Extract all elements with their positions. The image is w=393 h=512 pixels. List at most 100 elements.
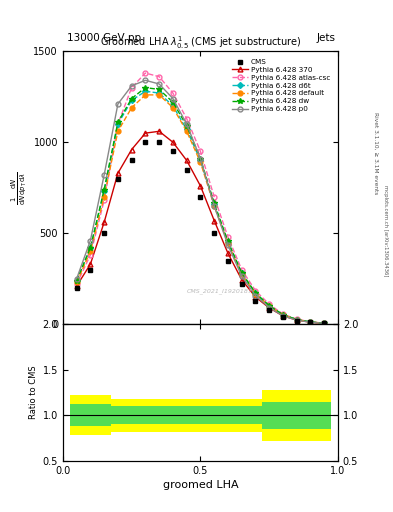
Pythia 6.428 d6t (226, 239, 230, 245)
CMS (226, 258, 230, 264)
Pythia 6.428 dw (143, 84, 148, 91)
Pythia 6.428 p0 (294, 317, 299, 323)
Line: CMS: CMS (74, 140, 327, 326)
Pythia 6.428 atlas-csc (171, 90, 175, 96)
Y-axis label: Ratio to CMS: Ratio to CMS (29, 366, 39, 419)
CMS (322, 321, 327, 327)
Pythia 6.428 dw (129, 95, 134, 101)
Pythia 6.428 p0 (253, 292, 258, 298)
Pythia 6.428 p0 (267, 305, 272, 311)
Pythia 6.428 atlas-csc (226, 234, 230, 240)
Pythia 6.428 p0 (184, 121, 189, 127)
Pythia 6.428 d6t (294, 316, 299, 323)
Pythia 6.428 default (253, 291, 258, 297)
Pythia 6.428 d6t (253, 290, 258, 296)
Pythia 6.428 370 (116, 170, 120, 176)
Pythia 6.428 atlas-csc (198, 148, 203, 155)
Pythia 6.428 dw (74, 278, 79, 284)
CMS (116, 176, 120, 182)
Pythia 6.428 d6t (102, 188, 107, 195)
Pythia 6.428 atlas-csc (116, 121, 120, 127)
Pythia 6.428 p0 (198, 156, 203, 162)
Pythia 6.428 370 (294, 317, 299, 323)
Pythia 6.428 d6t (212, 201, 217, 207)
Pythia 6.428 default (102, 194, 107, 200)
Pythia 6.428 dw (281, 311, 285, 317)
Pythia 6.428 370 (171, 139, 175, 145)
CMS (198, 194, 203, 200)
Pythia 6.428 dw (322, 320, 327, 326)
Line: Pythia 6.428 default: Pythia 6.428 default (74, 93, 327, 326)
Pythia 6.428 default (226, 240, 230, 246)
Pythia 6.428 atlas-csc (212, 194, 217, 200)
Text: CMS_2021_I1920187: CMS_2021_I1920187 (187, 289, 253, 294)
Pythia 6.428 atlas-csc (322, 320, 327, 326)
Pythia 6.428 p0 (281, 313, 285, 319)
Line: Pythia 6.428 p0: Pythia 6.428 p0 (74, 78, 327, 326)
Pythia 6.428 370 (143, 130, 148, 136)
Pythia 6.428 d6t (198, 157, 203, 163)
Pythia 6.428 370 (74, 283, 79, 289)
Pythia 6.428 dw (102, 186, 107, 193)
Pythia 6.428 p0 (74, 275, 79, 282)
Pythia 6.428 d6t (129, 97, 134, 103)
CMS (253, 297, 258, 304)
CMS (143, 139, 148, 145)
Pythia 6.428 dw (239, 270, 244, 276)
Legend: CMS, Pythia 6.428 370, Pythia 6.428 atlas-csc, Pythia 6.428 d6t, Pythia 6.428 de: CMS, Pythia 6.428 370, Pythia 6.428 atla… (231, 57, 332, 114)
Pythia 6.428 p0 (116, 101, 120, 107)
Pythia 6.428 370 (239, 276, 244, 283)
CMS (129, 157, 134, 163)
Pythia 6.428 atlas-csc (294, 316, 299, 322)
Y-axis label: $\frac{1}{\mathrm{d}N}\frac{\mathrm{d}N}{\mathrm{d}p_{\mathrm{T}}\,\mathrm{d}\la: $\frac{1}{\mathrm{d}N}\frac{\mathrm{d}N}… (10, 171, 29, 205)
Pythia 6.428 370 (184, 157, 189, 163)
X-axis label: groomed LHA: groomed LHA (163, 480, 238, 490)
CMS (171, 148, 175, 155)
Pythia 6.428 p0 (88, 238, 93, 244)
Title: Groomed LHA $\lambda^{1}_{0.5}$ (CMS jet substructure): Groomed LHA $\lambda^{1}_{0.5}$ (CMS jet… (100, 34, 301, 51)
Pythia 6.428 default (198, 159, 203, 165)
Line: Pythia 6.428 atlas-csc: Pythia 6.428 atlas-csc (74, 71, 327, 326)
Pythia 6.428 p0 (226, 242, 230, 248)
Pythia 6.428 atlas-csc (88, 252, 93, 258)
Pythia 6.428 atlas-csc (157, 74, 162, 80)
Pythia 6.428 dw (184, 123, 189, 129)
CMS (267, 307, 272, 313)
Pythia 6.428 default (294, 316, 299, 323)
Pythia 6.428 default (143, 92, 148, 98)
Pythia 6.428 p0 (171, 95, 175, 101)
Pythia 6.428 default (308, 319, 313, 325)
Pythia 6.428 d6t (143, 88, 148, 94)
Pythia 6.428 default (239, 271, 244, 278)
Pythia 6.428 p0 (157, 81, 162, 87)
Pythia 6.428 atlas-csc (267, 301, 272, 307)
Text: Jets: Jets (317, 33, 336, 44)
Pythia 6.428 dw (267, 303, 272, 309)
Pythia 6.428 d6t (308, 319, 313, 325)
Pythia 6.428 d6t (281, 312, 285, 318)
Pythia 6.428 default (171, 104, 175, 111)
Pythia 6.428 d6t (157, 90, 162, 96)
Pythia 6.428 atlas-csc (184, 116, 189, 122)
Pythia 6.428 dw (116, 119, 120, 125)
Pythia 6.428 370 (281, 313, 285, 319)
Pythia 6.428 d6t (267, 303, 272, 309)
CMS (184, 166, 189, 173)
Pythia 6.428 d6t (184, 126, 189, 133)
Pythia 6.428 dw (198, 156, 203, 162)
Pythia 6.428 370 (226, 250, 230, 257)
Line: Pythia 6.428 dw: Pythia 6.428 dw (74, 85, 327, 326)
Pythia 6.428 default (212, 203, 217, 209)
Pythia 6.428 p0 (102, 172, 107, 178)
Line: Pythia 6.428 d6t: Pythia 6.428 d6t (75, 89, 326, 325)
Pythia 6.428 370 (157, 128, 162, 134)
Pythia 6.428 dw (294, 316, 299, 323)
Pythia 6.428 default (116, 128, 120, 134)
CMS (239, 281, 244, 287)
Pythia 6.428 d6t (171, 103, 175, 109)
Pythia 6.428 d6t (74, 278, 79, 284)
Pythia 6.428 d6t (322, 320, 327, 326)
Text: mcplots.cern.ch [arXiv:1306.3436]: mcplots.cern.ch [arXiv:1306.3436] (383, 185, 387, 276)
CMS (74, 285, 79, 291)
Pythia 6.428 default (281, 312, 285, 318)
